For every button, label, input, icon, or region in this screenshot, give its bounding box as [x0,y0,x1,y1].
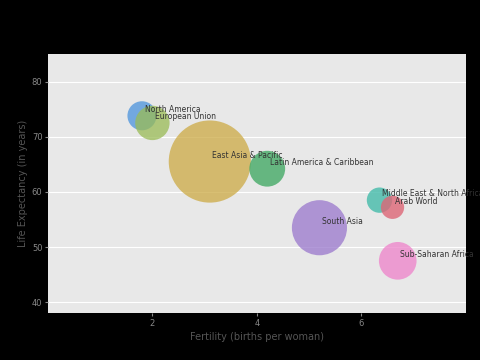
Text: South Asia: South Asia [322,217,363,226]
Point [389,204,396,210]
Text: European Union: European Union [155,112,216,121]
Y-axis label: Life Expectancy (in years): Life Expectancy (in years) [18,120,28,247]
Point [148,120,156,126]
Point [264,166,271,172]
Text: Middle East & North Africa: Middle East & North Africa [382,189,480,198]
Point [394,258,402,264]
Text: 1979: 1979 [48,29,94,47]
Point [316,225,324,231]
Text: Latin America & Caribbean: Latin America & Caribbean [270,158,373,167]
Point [138,113,146,119]
Point [376,197,384,203]
X-axis label: Fertility (births per woman): Fertility (births per woman) [190,332,324,342]
Text: North America: North America [144,105,200,114]
Text: Arab World: Arab World [395,197,438,206]
Text: Sub-Saharan Africa: Sub-Saharan Africa [400,250,474,259]
Point [206,159,214,165]
Text: East Asia & Pacific: East Asia & Pacific [213,151,283,160]
